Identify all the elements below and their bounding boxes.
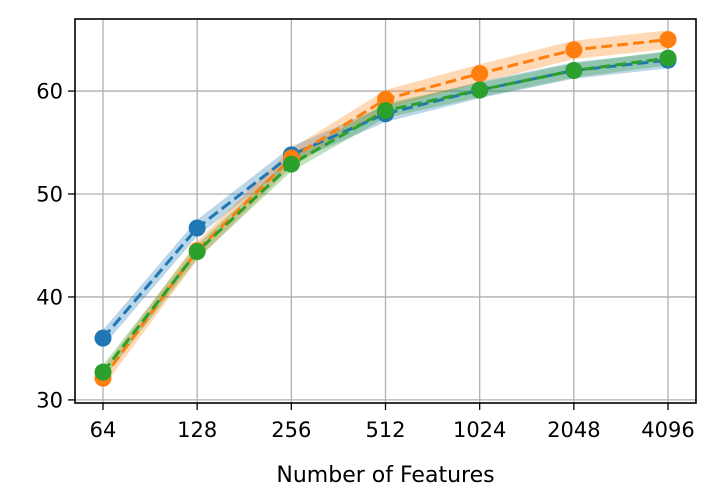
y-tick-label: 60	[36, 80, 63, 104]
series-point-2	[188, 243, 206, 261]
x-tick-label: 256	[271, 418, 311, 442]
series-point-0	[94, 329, 112, 347]
x-tick-label: 1024	[453, 418, 506, 442]
series-points	[94, 31, 677, 387]
y-tick-label: 30	[36, 388, 63, 412]
series-point-2	[377, 102, 395, 120]
y-tick-label: 40	[36, 285, 63, 309]
x-tick-label: 64	[90, 418, 117, 442]
series-point-2	[282, 155, 300, 173]
x-tick-label: 2048	[547, 418, 600, 442]
x-tick-label: 4096	[641, 418, 694, 442]
series-point-2	[94, 363, 112, 381]
y-tick-label: 50	[36, 183, 63, 207]
grid-lines	[75, 19, 696, 403]
series-point-2	[471, 81, 489, 99]
x-axis-label: Number of Features	[276, 463, 494, 488]
series-point-2	[659, 49, 677, 67]
x-tick-label: 512	[365, 418, 405, 442]
axis-ticks: 64 128 256 512 1024 2048 4096 30 40 50 60	[36, 80, 694, 442]
series-point-1	[565, 41, 583, 59]
series-point-1	[659, 31, 677, 49]
series-point-2	[565, 61, 583, 79]
x-tick-label: 128	[177, 418, 217, 442]
series-point-0	[188, 219, 206, 237]
series-point-1	[471, 65, 489, 83]
